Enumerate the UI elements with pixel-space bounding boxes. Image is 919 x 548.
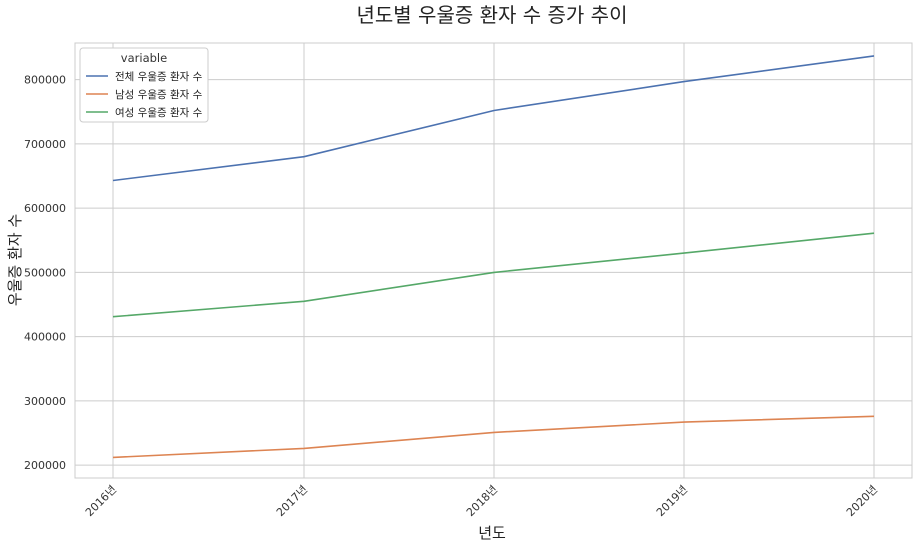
series-line-2: [112, 415, 875, 459]
x-tick-label: 2019년: [654, 483, 690, 519]
series-lines: [112, 55, 875, 459]
y-tick-label: 800000: [24, 74, 66, 87]
x-tick-label: 2020년: [844, 483, 880, 519]
legend-title: variable: [121, 51, 167, 65]
series-line-3: [112, 232, 875, 318]
y-axis-label: 우울증 환자 수: [6, 214, 24, 306]
y-tick-label: 400000: [24, 331, 66, 344]
x-axis-label: 년도: [478, 524, 506, 542]
x-tick-label: 2018년: [464, 483, 500, 519]
legend-entry-label: 전체 우울증 환자 수: [115, 71, 203, 83]
y-tick-label: 200000: [24, 459, 66, 472]
y-tick-label: 600000: [24, 202, 66, 215]
y-tick-label: 500000: [24, 266, 66, 279]
y-tick-label: 300000: [24, 395, 66, 408]
y-tick-label: 700000: [24, 138, 66, 151]
legend-entry-label: 남성 우울증 환자 수: [115, 89, 203, 101]
series-line-1: [112, 55, 875, 182]
x-tick-label: 2017년: [274, 483, 310, 519]
legend-box: [79, 47, 209, 123]
grid-lines: [75, 43, 912, 478]
legend-entry-label: 여성 우울증 환자 수: [115, 107, 203, 119]
x-axis-ticks: 2016년 2017년 2018년 2019년 2020년: [83, 483, 880, 519]
x-tick-label: 2016년: [83, 483, 119, 519]
y-axis-ticks: 200000 300000 400000 500000 600000 700000 8000…: [24, 74, 66, 473]
legend: variable 전체 우울증 환자 수남성 우울증 환자 수여성 우울증 환자…: [79, 47, 209, 123]
chart-title: 년도별 우울증 환자 수 증가 추이: [357, 3, 628, 27]
